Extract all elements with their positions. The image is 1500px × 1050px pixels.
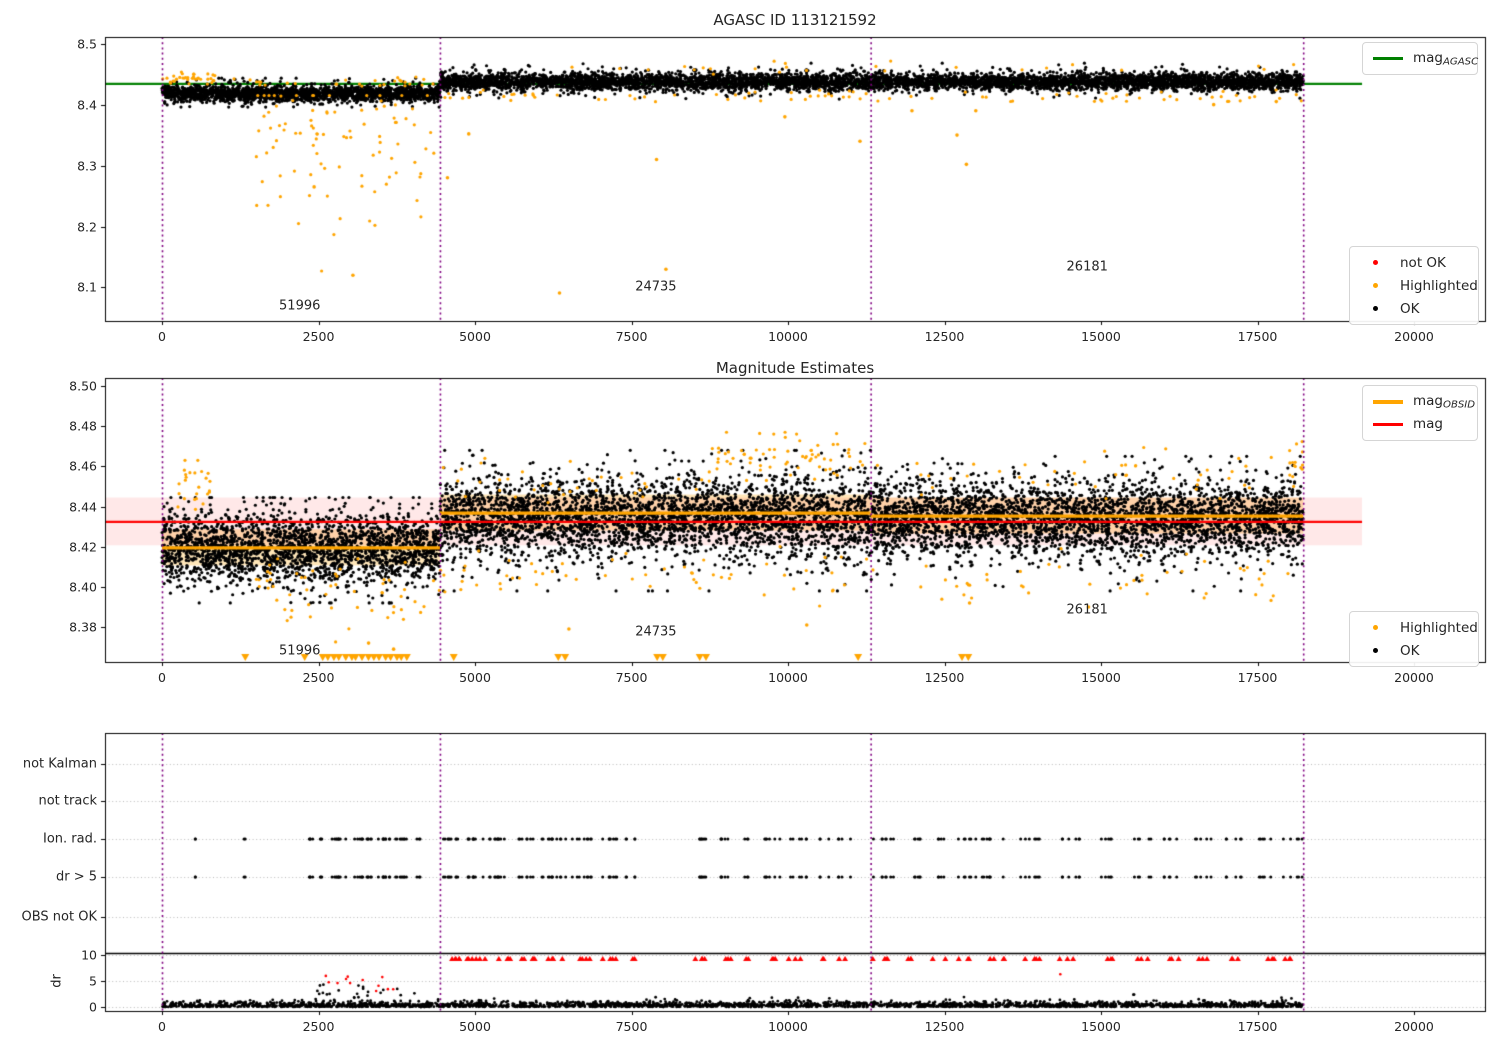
x-tick-label: 5000	[459, 1019, 491, 1034]
legend-label: not OK	[1400, 254, 1446, 271]
x-tick-label: 0	[158, 329, 166, 344]
obsid-annotation: 26181	[1066, 259, 1108, 275]
legend-item-mag-agasc: magAGASC	[1373, 47, 1478, 70]
x-tick-label: 7500	[615, 329, 648, 344]
highlighted-dot-icon	[1360, 625, 1390, 630]
category-label: Ion. rad.	[43, 831, 97, 847]
y-tick-label: 8.5	[77, 36, 97, 52]
ok-dot-icon	[1360, 648, 1390, 653]
y-tick-label: 8.1	[77, 279, 97, 295]
x-tick-label: 5000	[459, 670, 491, 685]
x-tick-label: 15000	[1081, 670, 1121, 685]
legend-item-highlighted: Highlighted	[1360, 274, 1478, 297]
legend-item-mag: mag	[1373, 413, 1469, 436]
agasc-line-swatch	[1373, 57, 1403, 60]
obsid-line-swatch	[1373, 399, 1403, 404]
not-ok-dot-icon	[1360, 260, 1390, 265]
x-tick-label: 12500	[924, 670, 965, 685]
legend-item-mag-obsid: magOBSID	[1373, 390, 1475, 413]
y-tick-label: 8.48	[69, 418, 97, 434]
y-tick-label: 8.42	[69, 539, 97, 555]
legend-label: magOBSID	[1413, 392, 1476, 411]
x-tick-label: 15000	[1081, 329, 1121, 344]
x-tick-label: 17500	[1237, 670, 1278, 685]
y-tick-label: 10	[81, 947, 97, 963]
obsid-annotation: 24735	[635, 279, 677, 295]
chart-title-middle: Magnitude Estimates	[715, 359, 875, 377]
y-tick-label: 8.2	[77, 219, 97, 235]
legend-label: magAGASC	[1413, 49, 1479, 68]
legend-label: Highlighted	[1400, 277, 1478, 294]
legend-label: mag	[1413, 415, 1443, 432]
category-label: OBS not OK	[21, 909, 98, 925]
x-tick-label: 7500	[615, 670, 648, 685]
highlighted-dot-icon	[1360, 283, 1390, 288]
x-tick-label: 2500	[302, 670, 335, 685]
x-tick-label: 12500	[924, 329, 965, 344]
x-tick-label: 17500	[1237, 1019, 1278, 1034]
chart-title-top: AGASC ID 113121592	[713, 11, 877, 29]
x-tick-label: 5000	[459, 329, 491, 344]
x-tick-label: 0	[158, 1019, 166, 1034]
x-tick-label: 2500	[302, 1019, 335, 1034]
y-tick-label: 8.40	[69, 579, 97, 595]
legend-label: OK	[1400, 642, 1420, 659]
y-tick-label: 0	[89, 999, 97, 1015]
x-tick-label: 7500	[615, 1019, 648, 1034]
obsid-annotation: 51996	[279, 298, 321, 314]
y-tick-label: 8.50	[69, 378, 97, 394]
x-tick-label: 15000	[1081, 1019, 1121, 1034]
legend-label: OK	[1400, 300, 1420, 317]
obsid-annotation: 24735	[635, 624, 677, 640]
x-tick-label: 10000	[768, 329, 808, 344]
legend-item-ok: OK	[1360, 639, 1470, 662]
category-label: dr > 5	[55, 869, 97, 885]
y-tick-label: 8.3	[77, 158, 97, 174]
legend-mag-agasc: magAGASC	[1362, 42, 1478, 75]
x-tick-label: 10000	[768, 1019, 808, 1034]
legend-item-not-ok: not OK	[1360, 251, 1470, 274]
legend-item-highlighted: Highlighted	[1360, 616, 1478, 639]
y-tick-label: 8.44	[69, 499, 97, 515]
x-tick-label: 20000	[1394, 329, 1434, 344]
x-tick-label: 17500	[1237, 329, 1278, 344]
x-tick-label: 0	[158, 670, 166, 685]
x-tick-label: 20000	[1394, 1019, 1434, 1034]
obsid-annotation: 26181	[1066, 602, 1108, 618]
y-tick-label: 8.46	[69, 458, 97, 474]
mag-line-swatch	[1373, 423, 1403, 426]
category-label: not Kalman	[22, 756, 97, 772]
y-tick-label: 5	[89, 973, 97, 989]
x-tick-label: 10000	[768, 670, 808, 685]
y-tick-label: 8.4	[77, 97, 97, 113]
category-label: not track	[38, 793, 97, 809]
legend-mag-lines: magOBSID mag	[1362, 385, 1478, 441]
x-tick-label: 2500	[302, 329, 335, 344]
y-tick-label: 8.38	[69, 619, 97, 635]
dr-axis-label: dr	[49, 974, 65, 988]
ok-dot-icon	[1360, 306, 1390, 311]
legend-flags-middle: Highlighted OK	[1349, 611, 1479, 667]
obsid-annotation: 51996	[279, 643, 321, 659]
legend-flags-top: not OK Highlighted OK	[1349, 246, 1479, 325]
legend-item-ok: OK	[1360, 297, 1470, 320]
legend-label: Highlighted	[1400, 619, 1478, 636]
x-tick-label: 20000	[1394, 670, 1434, 685]
x-tick-label: 12500	[924, 1019, 965, 1034]
